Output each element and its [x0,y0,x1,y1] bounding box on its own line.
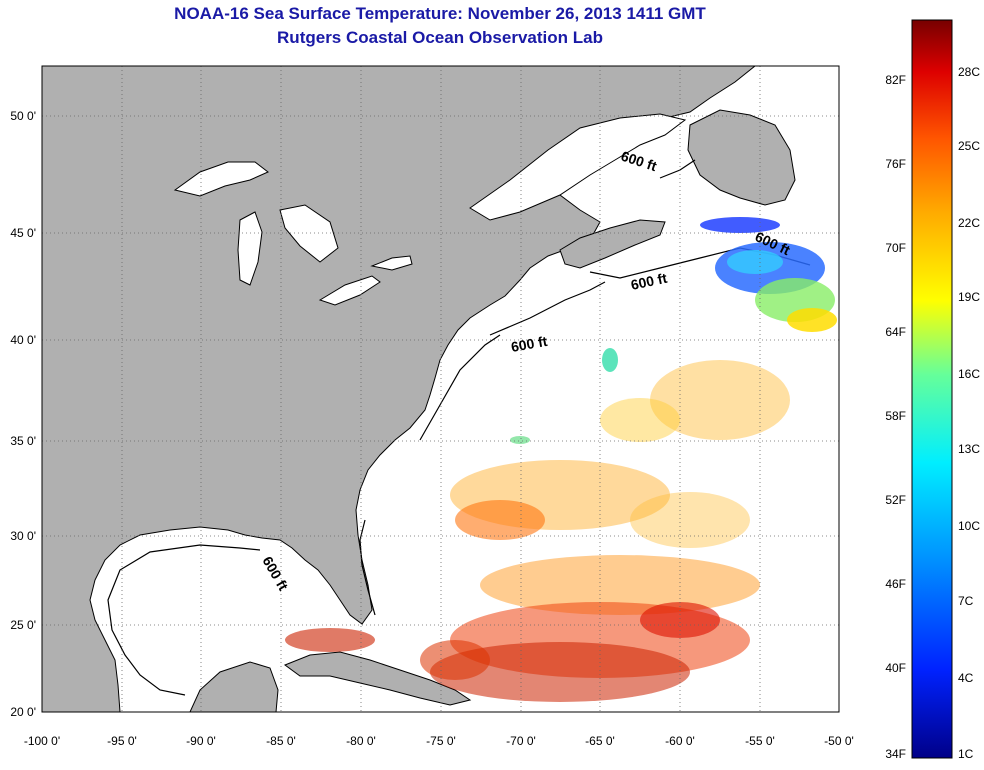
colorbar-f-label: 34F [885,747,906,761]
land-nova-scotia [559,219,666,269]
longitude-tick-label: -75 0' [426,734,456,748]
longitude-tick-label: -50 0' [824,734,854,748]
longitude-labels: -100 0' -95 0' -90 0' -85 0' -80 0' -75 0' -70… [24,734,854,748]
land-cuba [283,651,472,706]
colorbar-c-label: 19C [958,290,980,304]
latitude-tick-label: 40 0' [10,333,36,347]
latitude-labels: 50 0' 45 0' 40 0' 35 0' 30 0' 25 0' 20 0' [10,109,36,719]
map-frame [41,65,840,713]
latitude-tick-label: 45 0' [10,226,36,240]
graticule [42,66,839,712]
sst-data-layer [285,217,837,702]
longitude-tick-label: -85 0' [266,734,296,748]
colorbar-c-label: 1C [958,747,974,761]
latitude-tick-label: 35 0' [10,434,36,448]
colorbar-f-label: 40F [885,661,906,675]
latitude-tick-label: 20 0' [10,705,36,719]
colorbar-c-label: 16C [958,367,980,381]
great-lake-erie [318,275,381,306]
longitude-tick-label: -65 0' [585,734,615,748]
latitude-tick-label: 30 0' [10,529,36,543]
great-lake-huron [279,204,339,263]
colorbar-f-label: 46F [885,577,906,591]
colorbar-f-label: 82F [885,73,906,87]
longitude-tick-label: -80 0' [346,734,376,748]
contour-label: 600 ft [510,333,549,355]
longitude-tick-label: -100 0' [24,734,60,748]
land-newfoundland [687,109,796,206]
colorbar-c-label: 22C [958,216,980,230]
longitude-tick-label: -70 0' [506,734,536,748]
latitude-tick-label: 25 0' [10,618,36,632]
land-yucatan [189,661,279,712]
colorbar-f-label: 70F [885,241,906,255]
colorbar-c-label: 25C [958,139,980,153]
colorbar-f-label: 52F [885,493,906,507]
map-subtitle: Rutgers Coastal Ocean Observation Lab [277,28,603,47]
colorbar-f-label: 58F [885,409,906,423]
great-lake-superior [173,161,269,197]
st-lawrence-river [469,113,687,221]
contour-label: 600 ft [629,270,668,293]
colorbar-fahrenheit-labels: 82F 76F 70F 64F 58F 52F 46F 40F 34F [885,73,906,761]
colorbar-c-label: 13C [958,442,980,456]
colorbar-f-label: 76F [885,157,906,171]
great-lake-michigan [237,211,263,286]
colorbar-c-label: 7C [958,594,974,608]
longitude-tick-label: -95 0' [107,734,137,748]
map-title: NOAA-16 Sea Surface Temperature: Novembe… [174,4,706,23]
colorbar-f-label: 64F [885,325,906,339]
colorbar-c-label: 28C [958,65,980,79]
colorbar-c-label: 4C [958,671,974,685]
colorbar-celsius-labels: 28C 25C 22C 19C 16C 13C 10C 7C 4C 1C [958,65,980,761]
latitude-tick-label: 50 0' [10,109,36,123]
great-lake-ontario [370,255,413,271]
longitude-tick-label: -60 0' [665,734,695,748]
longitude-tick-label: -90 0' [186,734,216,748]
colorbar-c-label: 10C [958,519,980,533]
colorbar [911,19,953,759]
longitude-tick-label: -55 0' [745,734,775,748]
